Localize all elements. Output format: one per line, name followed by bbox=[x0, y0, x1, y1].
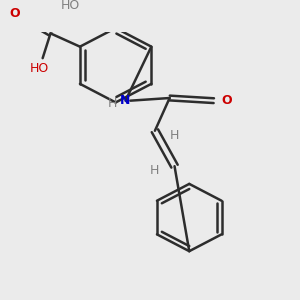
Text: HO: HO bbox=[30, 62, 49, 75]
Text: O: O bbox=[10, 7, 20, 20]
Text: N: N bbox=[120, 94, 131, 107]
Text: H: H bbox=[108, 97, 117, 110]
Text: H: H bbox=[150, 164, 160, 177]
Text: H: H bbox=[170, 129, 179, 142]
Text: O: O bbox=[221, 94, 232, 107]
Text: HO: HO bbox=[61, 0, 80, 12]
